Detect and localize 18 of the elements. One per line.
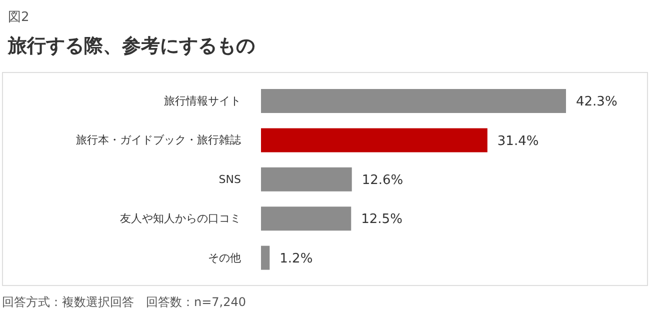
bar	[261, 167, 352, 192]
bar	[261, 246, 270, 270]
y-tick-label: 友人や知人からの口コミ	[120, 212, 241, 226]
data-label: 12.5%	[361, 212, 402, 228]
y-tick-label: SNS	[218, 172, 242, 186]
text: 図2	[8, 9, 30, 27]
y-tick-label: その他	[208, 251, 241, 264]
y-tick-label: 旅行情報サイト	[164, 94, 241, 108]
data-label: 12.6%	[362, 172, 404, 188]
bar	[261, 89, 566, 113]
bar	[261, 206, 352, 231]
bar	[261, 128, 488, 152]
data-label: 1.2%	[280, 251, 313, 266]
y-tick-label: 旅行本・ガイドブック・旅行雑誌	[76, 134, 241, 147]
data-label: 31.4%	[497, 134, 539, 149]
data-label: 42.3%	[576, 94, 618, 110]
chart-title: 旅行する際、参考にするもの	[8, 34, 256, 59]
text: 回答方式：複数選択回答 回答数：n=7,240	[2, 294, 248, 311]
